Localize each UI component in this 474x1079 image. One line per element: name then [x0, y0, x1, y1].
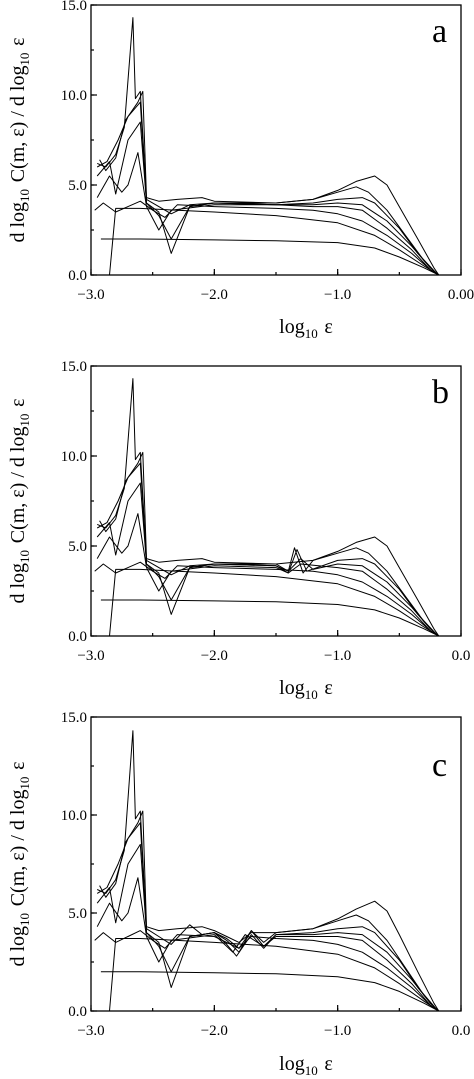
x-axis-label: log10 ε: [279, 677, 333, 702]
series-line-1: [100, 238, 440, 276]
y-tick-label: 10.0: [61, 449, 87, 465]
series-line-1: [100, 599, 440, 637]
y-tick-label: 15.0: [61, 0, 87, 14]
series-line-2: [109, 207, 440, 276]
series-line-8: [99, 451, 440, 637]
series-line-7: [97, 378, 437, 635]
chart-panel-c: −3.0 −2.0 −1.0 0.0 0.0 5.0 10.0 15.0 c log10 ε d l…: [7, 710, 470, 1078]
x-tick-label: −2.0: [201, 287, 228, 303]
y-axis-label: d log10 C(m, ε) / d log10 ε: [7, 37, 32, 242]
series-line-6: [96, 462, 437, 635]
chart-panel-b: −3.0 −2.0 −1.0 0.0 0.0 5.0 10.0 15.0 b log10 ε d l…: [7, 359, 470, 702]
y-tick-label: 5.0: [68, 178, 87, 194]
x-tick-label: −1.0: [324, 1023, 351, 1039]
plot-frame: [90, 365, 462, 637]
y-tick-label: 15.0: [61, 359, 87, 375]
series-line-7: [97, 17, 437, 274]
series-line-4: [96, 513, 440, 637]
series-line-3: [94, 930, 440, 1012]
y-tick-label: 10.0: [61, 88, 87, 104]
series-line-1: [100, 971, 440, 1012]
x-tick-label: −3.0: [77, 287, 104, 303]
x-axis-label: log10 ε: [279, 316, 333, 341]
series-line-6: [96, 101, 437, 274]
x-tick-label: −3.0: [77, 1023, 104, 1039]
y-axis-label: d log10 C(m, ε) / d log10 ε: [7, 398, 32, 603]
series-line-4: [96, 877, 440, 1012]
plot-frame: [90, 4, 462, 276]
y-tick-label: 5.0: [68, 906, 87, 922]
panel-label: c: [432, 747, 447, 784]
y-tick-label: 0.0: [68, 629, 87, 645]
plot-frame: [90, 716, 462, 1012]
series-line-5: [96, 843, 440, 1012]
x-tick-label: 0.0: [452, 648, 471, 664]
series-line-8: [99, 810, 440, 1012]
x-tick-label: −2.0: [201, 648, 228, 664]
series-line-2: [109, 568, 440, 637]
y-tick-label: 10.0: [61, 808, 87, 824]
panel-label: a: [432, 13, 447, 50]
series-line-2: [109, 938, 440, 1012]
series-line-3: [94, 561, 440, 637]
series-line-8: [99, 90, 440, 276]
x-tick-label: −3.0: [77, 648, 104, 664]
x-tick-label: 0.00: [448, 287, 474, 303]
x-tick-label: −2.0: [201, 1023, 228, 1039]
x-tick-label: −1.0: [324, 287, 351, 303]
series-line-6: [96, 822, 437, 1010]
series-line-7: [96, 730, 437, 1010]
y-tick-label: 0.0: [68, 268, 87, 284]
series-line-3: [94, 200, 440, 276]
series-line-4: [96, 152, 440, 276]
x-axis-label: log10 ε: [279, 1053, 333, 1078]
y-tick-label: 15.0: [61, 710, 87, 726]
y-axis-label: d log10 C(m, ε) / d log10 ε: [7, 761, 32, 966]
x-tick-label: 0.0: [452, 1023, 471, 1039]
x-tick-label: −1.0: [324, 648, 351, 664]
y-tick-label: 5.0: [68, 539, 87, 555]
panel-label: b: [432, 374, 449, 411]
y-tick-label: 0.0: [68, 1004, 87, 1020]
chart-panel-a: −3.0 −2.0 −1.0 0.00 0.0 5.0 10.0 15.0 a log10 ε d …: [7, 0, 474, 341]
